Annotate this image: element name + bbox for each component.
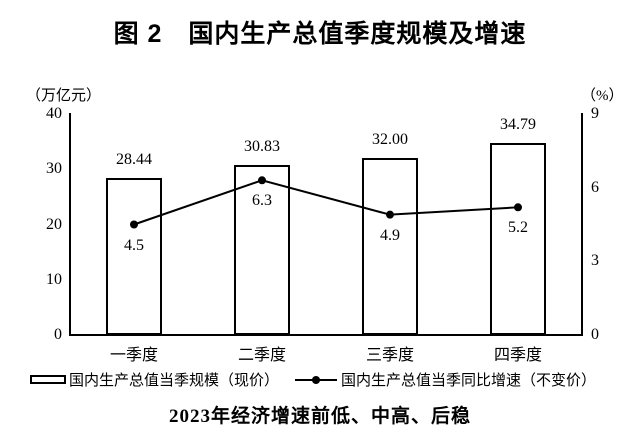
line-path [133, 179, 519, 226]
growth-line-series [130, 176, 522, 229]
x-axis [69, 334, 583, 336]
right-y-axis [581, 113, 583, 336]
legend-bar-label: 国内生产总值当季规模（现价） [69, 373, 280, 389]
bar-三季度 [362, 158, 418, 335]
line-point-marker [514, 203, 522, 212]
chart-title: 图 2 国内生产总值季度规模及增速 [113, 20, 527, 48]
legend-line-dot-icon [312, 375, 321, 384]
left-axis-unit: （万亿元） [26, 88, 102, 104]
left-axis-tick-label: 30 [46, 160, 62, 178]
legend-line-label: 国内生产总值当季同比增速（不变价） [341, 373, 597, 389]
legend-line-swatch [295, 375, 338, 385]
left-y-axis [69, 113, 71, 336]
left-axis-tick-label: 40 [46, 105, 62, 122]
line-value-label: 5.2 [508, 219, 528, 237]
right-axis-tick-label: 3 [591, 252, 599, 270]
bar-二季度 [234, 164, 290, 335]
line-point-marker [386, 210, 394, 219]
legend-bar-swatch [30, 375, 66, 384]
bar-value-label: 32.00 [372, 131, 408, 149]
right-axis-tick-label: 6 [591, 178, 599, 196]
bar-一季度 [106, 177, 162, 335]
line-point-marker [258, 176, 266, 185]
left-axis-tick-label: 10 [46, 270, 62, 288]
bar-value-label: 34.79 [500, 115, 536, 133]
line-value-label: 4.5 [124, 236, 144, 254]
bar-四季度 [490, 142, 546, 335]
legend: 国内生产总值当季规模（现价） 国内生产总值当季同比增速（不变价） [30, 369, 630, 390]
caption: 2023年经济增速前低、中高、后稳 [168, 406, 471, 427]
bar-value-label: 30.83 [244, 137, 280, 155]
bar-value-label: 28.44 [116, 150, 152, 168]
left-axis-tick-label: 20 [46, 215, 62, 233]
left-axis-tick-label: 0 [54, 326, 62, 343]
line-value-label: 6.3 [252, 192, 272, 210]
x-category-label: 三季度 [365, 347, 414, 364]
right-axis-tick-label: 9 [591, 105, 599, 122]
x-category-label: 一季度 [109, 347, 158, 364]
right-axis-tick-label: 0 [591, 326, 599, 343]
right-axis-unit: （%） [581, 88, 624, 104]
line-value-label: 4.9 [380, 226, 400, 244]
x-category-label: 四季度 [493, 347, 542, 364]
line-point-marker [130, 220, 138, 229]
x-category-label: 二季度 [237, 347, 286, 364]
